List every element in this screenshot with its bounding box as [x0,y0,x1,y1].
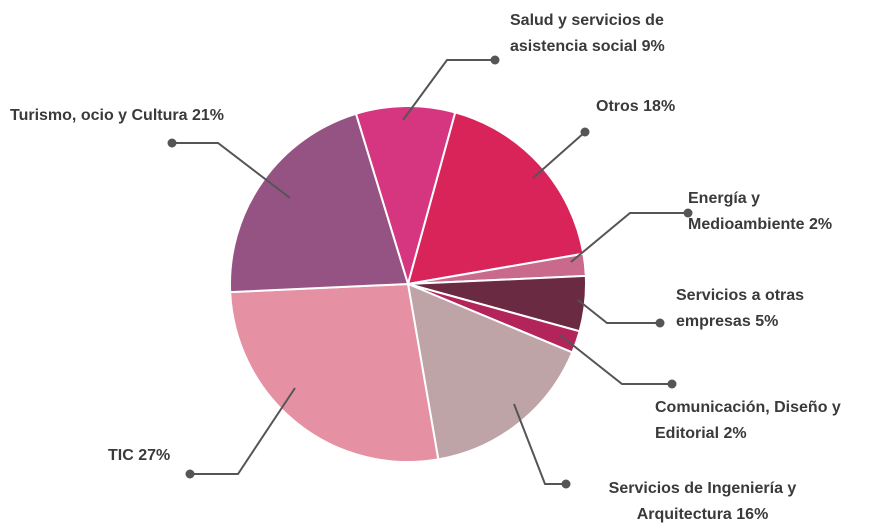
leader-dot [561,479,571,489]
leader-dot [490,55,500,65]
leader-line [577,299,660,324]
leader-line [532,131,586,179]
value-label: 21% [191,107,224,124]
category-name: Servicios a otras empresas [676,287,805,330]
slice-label: Servicios a otras empresas 5% [676,283,846,335]
value-label: 16% [736,506,769,523]
leader-dot [683,208,693,218]
category-name: Energía y Medioambiente [688,190,805,233]
leader-line [513,403,566,485]
category-name: TIC [108,447,134,464]
category-name: Comunicación, Diseño y Editorial [655,399,841,442]
leader-dot [580,127,590,137]
pie-slice [406,111,585,286]
value-label: 2% [723,425,747,442]
pie-slice [406,282,574,461]
slice-label: Otros 18% [596,94,736,120]
slice-label: Salud y servicios de asistencia social 9% [510,8,715,60]
leader-dot [185,469,195,479]
pie-slice [354,105,457,288]
slice-label: TIC 27% [108,443,228,469]
category-name: Salud y servicios de asistencia social [510,12,664,55]
pie-slice [229,282,440,463]
value-label: 9% [641,38,665,55]
slice-label: Turismo, ocio y Cultura 21% [10,103,300,129]
leader-line [190,387,296,475]
slice-label: Energía y Medioambiente 2% [688,186,853,238]
leader-line [570,212,688,263]
slice-label: Comunicación, Diseño y Editorial 2% [655,395,876,447]
category-name: Servicios de Ingeniería y Arquitectura [608,480,797,523]
leader-dot [655,318,665,328]
leader-line [559,334,672,385]
pie-slice [229,112,410,294]
value-label: 2% [808,216,833,233]
leader-dot [667,379,677,389]
category-name: Turismo, ocio y Cultura [10,107,188,124]
value-label: 5% [755,313,779,330]
category-name: Otros [596,98,639,115]
leader-dot [167,138,177,148]
leader-line [402,59,495,121]
leader-line [172,142,291,199]
slice-label: Servicios de Ingeniería y Arquitectura 16… [575,476,830,528]
value-label: 27% [138,447,171,464]
value-label: 18% [643,98,676,115]
